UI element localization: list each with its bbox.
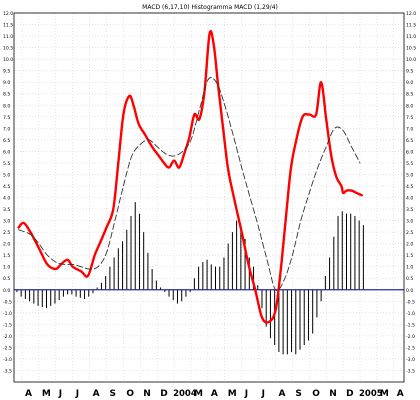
y-tick-label-right: 9.5	[406, 69, 413, 75]
y-tick-label-left: 11.0	[3, 34, 13, 40]
y-tick-label-right: 5.0	[406, 172, 413, 178]
x-tick-label: A	[279, 389, 286, 399]
x-tick-label: A	[397, 389, 404, 399]
x-tick-label: J	[244, 389, 248, 399]
y-tick-label-left: -0.5	[3, 299, 12, 305]
x-tick-label: J	[75, 389, 79, 399]
y-tick-label-right: 1.5	[406, 253, 413, 259]
y-tick-label-right: -3.0	[406, 357, 415, 363]
y-tick-label-right: 11.0	[406, 34, 416, 40]
y-tick-label-left: 2.5	[3, 230, 10, 236]
y-tick-label-left: 7.0	[3, 126, 10, 132]
y-tick-label-right: 5.5	[406, 161, 413, 167]
y-tick-label-left: 9.0	[3, 80, 10, 86]
y-tick-label-right: 3.0	[406, 219, 413, 225]
x-tick-label: M	[228, 389, 237, 399]
histogram	[16, 202, 364, 355]
y-tick-label-left: 1.0	[3, 265, 10, 271]
y-tick-label-left: 6.0	[3, 149, 10, 155]
x-tick-label: S	[110, 389, 116, 399]
y-tick-label-left: -2.5	[3, 345, 12, 351]
x-tick-label: M	[194, 389, 203, 399]
y-tick-label-right: 6.5	[406, 138, 413, 144]
y-tick-label-left: 4.0	[3, 196, 10, 202]
y-tick-label-right: 7.0	[406, 126, 413, 132]
x-tick-label: D	[160, 389, 167, 399]
y-tick-label-left: 5.0	[3, 172, 10, 178]
y-tick-label-left: 3.5	[3, 207, 10, 213]
x-tick-label: A	[93, 389, 100, 399]
x-tick-label: M	[42, 389, 51, 399]
signal-line	[18, 77, 361, 292]
x-tick-label: O	[312, 389, 320, 399]
y-tick-label-right: 4.0	[406, 196, 413, 202]
y-tick-label-right: 9.0	[406, 80, 413, 86]
x-tick-label: A	[25, 389, 32, 399]
y-tick-label-left: 6.5	[3, 138, 10, 144]
y-tick-label-left: -2.0	[3, 334, 12, 340]
y-tick-label-left: 3.0	[3, 219, 10, 225]
y-tick-label-left: 10.5	[3, 46, 13, 52]
y-tick-label-left: -1.0	[3, 311, 12, 317]
x-tick-label: 2004	[173, 389, 197, 399]
x-tick-label: S	[295, 389, 301, 399]
y-tick-label-right: 10.0	[406, 57, 416, 63]
x-tick-label: A	[211, 389, 218, 399]
y-tick-label-right: 12.0	[406, 11, 416, 17]
y-tick-label-right: 2.0	[406, 242, 413, 248]
y-tick-label-right: 3.5	[406, 207, 413, 213]
y-tick-label-right: 0.0	[406, 288, 413, 294]
y-tick-label-right: 8.5	[406, 92, 413, 98]
x-tick-label: O	[126, 389, 134, 399]
y-tick-label-left: 10.0	[3, 57, 13, 63]
y-tick-label-left: 7.5	[3, 115, 10, 121]
y-tick-label-right: -2.0	[406, 334, 415, 340]
y-axis-ticks: 12.0 12.0 11.5 11.5 11.0 11.0 10.5 10.5 10.0 10.0…	[3, 11, 416, 374]
y-tick-label-left: 8.0	[3, 103, 10, 109]
y-tick-label-left: 2.0	[3, 242, 10, 248]
x-tick-label: J	[261, 389, 265, 399]
y-tick-label-right: 8.0	[406, 103, 413, 109]
y-tick-label-left: 0.0	[3, 288, 10, 294]
y-tick-label-left: -3.5	[3, 368, 12, 374]
chart-title: MACD (6,17,10) Histogramma MACD (1,29/4)	[142, 4, 278, 11]
y-tick-label-right: -0.5	[406, 299, 415, 305]
x-tick-label: D	[346, 389, 353, 399]
y-tick-label-right: 4.5	[406, 184, 413, 190]
y-tick-label-right: -3.5	[406, 368, 415, 374]
x-tick-label: M	[380, 389, 389, 399]
y-tick-label-left: -1.5	[3, 322, 12, 328]
y-tick-label-right: 0.5	[406, 276, 413, 282]
x-tick-label: J	[58, 389, 62, 399]
y-tick-label-left: 0.5	[3, 276, 10, 282]
y-tick-label-right: 10.5	[406, 46, 416, 52]
x-tick-label: N	[143, 389, 151, 399]
y-tick-label-left: 9.5	[3, 69, 10, 75]
y-tick-label-left: -3.0	[3, 357, 12, 363]
x-tick-label: 2005	[359, 389, 383, 399]
series-layer	[17, 29, 363, 324]
y-tick-label-left: 5.5	[3, 161, 10, 167]
y-tick-label-right: 11.5	[406, 23, 416, 29]
x-tick-label: N	[329, 389, 337, 399]
macd-line	[17, 29, 363, 324]
y-tick-label-right: 2.5	[406, 230, 413, 236]
y-tick-label-right: -1.0	[406, 311, 415, 317]
y-tick-label-right: -1.5	[406, 322, 415, 328]
y-tick-label-right: 6.0	[406, 149, 413, 155]
y-tick-label-left: 4.5	[3, 184, 10, 190]
y-tick-label-left: 8.5	[3, 92, 10, 98]
y-tick-label-left: 1.5	[3, 253, 10, 259]
y-tick-label-right: 1.0	[406, 265, 413, 271]
plot-frame	[13, 12, 405, 383]
y-tick-label-right: -2.5	[406, 345, 415, 351]
y-tick-label-left: 11.5	[3, 23, 13, 29]
y-tick-label-left: 12.0	[3, 11, 13, 17]
y-tick-label-right: 7.5	[406, 115, 413, 121]
